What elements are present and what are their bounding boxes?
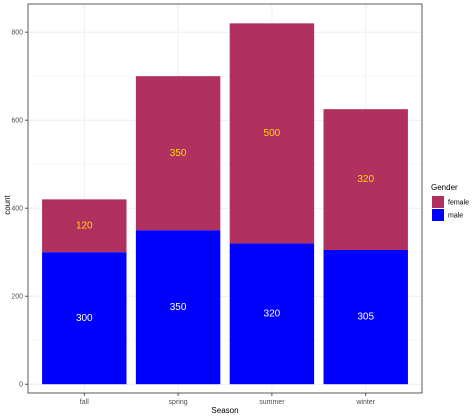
legend-label-female: female: [448, 200, 469, 207]
bar-male-summer: [229, 243, 315, 385]
x-tick-label-fall: fall: [80, 399, 89, 406]
data-label-female-spring: 350: [170, 148, 187, 159]
bar-male-winter: [323, 249, 408, 385]
y-axis-title: count: [3, 194, 12, 214]
panel-border: [27, 3, 423, 394]
data-label-female-summer: 500: [264, 128, 281, 139]
data-label-male-summer: 320: [264, 308, 281, 319]
bar-female-spring: [135, 76, 221, 231]
x-tick-label-spring: spring: [169, 399, 188, 406]
data-label-female-winter: 320: [357, 174, 374, 185]
legend: Gender female male: [431, 183, 469, 221]
data-label-male-spring: 350: [170, 302, 187, 313]
legend-items: female male: [432, 196, 469, 221]
y-tick-label: 400: [11, 206, 23, 213]
legend-label-male: male: [448, 213, 463, 220]
y-tick-label: 200: [11, 294, 23, 301]
bar-labels: 300 350 320 305 120 350 500 320: [76, 128, 375, 324]
legend-key-female: [432, 196, 444, 208]
bar-female-summer: [229, 23, 315, 244]
y-tick-label: 0: [19, 382, 23, 389]
bar-male-spring: [135, 230, 221, 385]
bar-female-winter: [323, 109, 408, 250]
data-label-male-winter: 305: [357, 312, 374, 323]
legend-title: Gender: [431, 183, 458, 192]
y-tick-label: 600: [11, 118, 23, 125]
x-axis-ticks: fall spring summer winter: [80, 393, 376, 406]
data-label-female-fall: 120: [76, 220, 93, 231]
y-tick-label: 800: [11, 30, 23, 37]
x-axis-title: Season: [211, 406, 238, 415]
x-tick-label-summer: summer: [259, 399, 285, 406]
legend-key-male: [432, 209, 444, 221]
bars: [42, 23, 408, 385]
bar-male-fall: [42, 252, 127, 385]
data-label-male-fall: 300: [76, 313, 93, 324]
bar-female-fall: [42, 199, 127, 253]
x-tick-label-winter: winter: [355, 399, 375, 406]
y-axis-ticks: 0 200 400 600 800: [11, 30, 28, 389]
